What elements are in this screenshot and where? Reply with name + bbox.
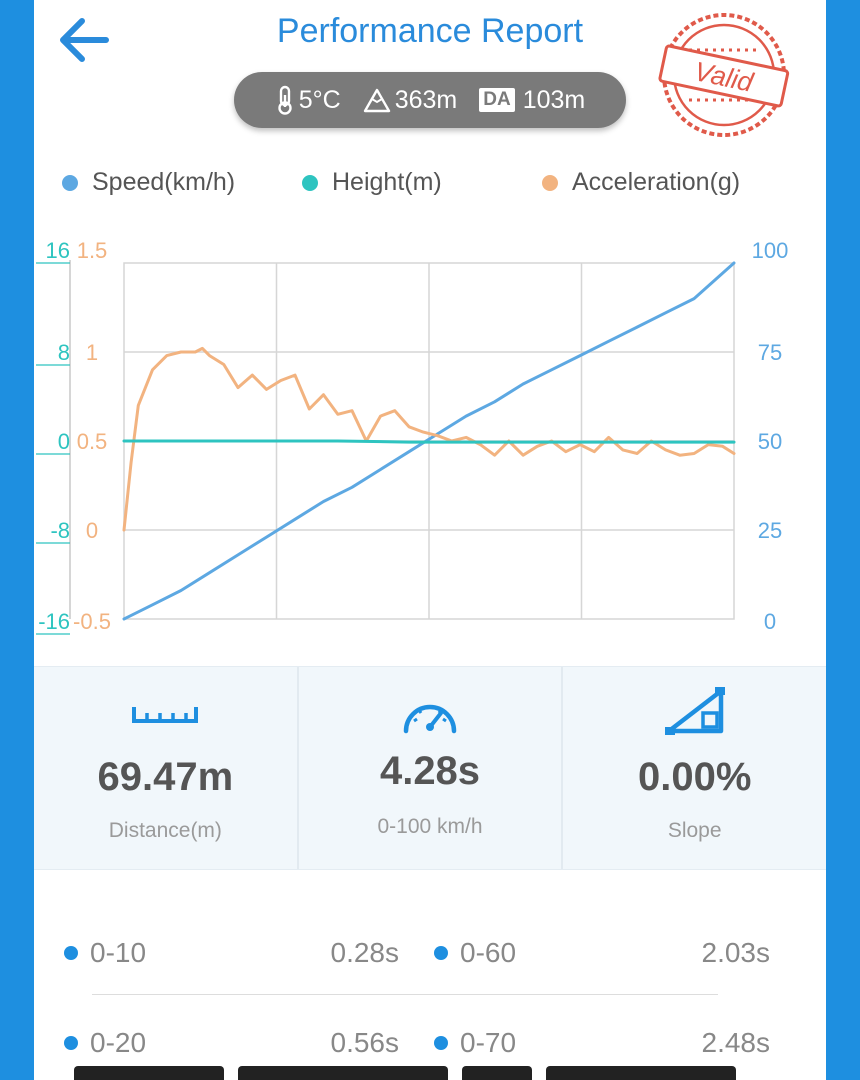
stat-distance-value: 69.47m [97, 755, 234, 799]
speed-tick-label: 75 [758, 340, 782, 365]
cropped-text-fragment [238, 1066, 448, 1080]
split-row: 0-10 0.28s 0-60 2.03s [34, 928, 826, 978]
acceleration-tick-label: 0.5 [77, 429, 108, 454]
split-left: 0-20 [64, 1018, 146, 1068]
legend-label-acceleration: Acceleration(g) [572, 168, 741, 196]
legend-swatch-acceleration [542, 174, 558, 191]
speed-tick-label: 25 [758, 518, 782, 543]
legend-item-speed[interactable]: Speed(km/h) [62, 168, 235, 197]
split-dot [434, 946, 448, 960]
conditions-pill: 5°C 363m DA 103m [234, 72, 626, 128]
legend-item-height[interactable]: Height(m) [302, 168, 442, 197]
stat-slope-label: Slope [667, 819, 722, 842]
cropped-text-fragment [74, 1066, 224, 1080]
height-tick-label: -8 [50, 518, 70, 543]
density-altitude-value: 103m [522, 85, 586, 114]
legend-label-speed: Speed(km/h) [92, 168, 236, 196]
stat-time-value: 4.28s [379, 749, 481, 793]
temperature-value: 5°C [298, 85, 341, 114]
split-dot [434, 1036, 448, 1050]
mountain-icon [363, 88, 390, 113]
split-label: 0-70 [460, 1027, 517, 1058]
chart-lines [122, 261, 736, 621]
acceleration-line [122, 346, 736, 532]
acceleration-tick-label: -0.5 [73, 609, 111, 634]
split-label: 0-60 [460, 937, 517, 968]
split-dot [64, 1036, 78, 1050]
chart-ticks: 16 8 0 -8 -16 1.5 1 0.5 0 -0.5 100 75 50 25 0 [36, 238, 789, 635]
stat-distance: 69.47m Distance(m) [34, 667, 297, 869]
altitude-value: 363m [394, 85, 458, 114]
split-time: 2.03s [701, 937, 771, 968]
speedometer-icon [403, 704, 457, 734]
temperature-readout: 5°C [275, 85, 341, 115]
stat-slope-value: 0.00% [637, 755, 752, 799]
legend-swatch-speed [62, 174, 78, 191]
split-right: 0-70 [434, 1018, 516, 1068]
acceleration-tick-label: 1 [86, 340, 98, 365]
legend-swatch-height [302, 174, 318, 191]
page-title: Performance Report [276, 12, 584, 50]
slope-icon [664, 687, 725, 735]
cropped-text-row [74, 1066, 794, 1080]
cropped-text-fragment [462, 1066, 532, 1080]
ruler-icon [132, 707, 199, 723]
valid-stamp: Valid [654, 10, 794, 140]
back-button[interactable] [52, 8, 116, 72]
height-tick-label: 0 [58, 429, 70, 454]
split-label: 0-10 [90, 937, 147, 968]
cropped-text-fragment [546, 1066, 736, 1080]
speed-tick-label: 50 [758, 429, 782, 454]
legend-label-height: Height(m) [332, 168, 442, 196]
arrow-left-icon [60, 18, 109, 62]
stat-time: 4.28s 0-100 km/h [296, 667, 562, 869]
speed-tick-label: 0 [764, 609, 776, 634]
altitude-readout: 363m [363, 85, 458, 115]
thermometer-icon [278, 85, 292, 115]
acceleration-tick-label: 1.5 [77, 238, 108, 263]
speed-tick-label: 100 [752, 238, 789, 263]
split-right: 0-60 [434, 928, 516, 978]
stat-slope: 0.00% Slope [561, 667, 826, 869]
split-divider [92, 994, 718, 995]
split-time: 0.28s [330, 937, 400, 968]
split-row: 0-20 0.56s 0-70 2.48s [34, 1018, 826, 1068]
height-tick-label: -16 [38, 609, 70, 634]
density-altitude-readout: DA 103m [479, 86, 585, 115]
stat-distance-label: Distance(m) [108, 819, 222, 842]
chart-legend: Speed(km/h) Height(m) Acceleration(g) [34, 168, 826, 208]
split-label: 0-20 [90, 1027, 147, 1058]
height-tick-label: 16 [46, 238, 70, 263]
split-time: 2.48s [701, 1027, 771, 1058]
density-altitude-badge: DA [479, 88, 515, 112]
app-screen: Performance Report 5°C 363m DA 103m [34, 0, 826, 1080]
split-time: 0.56s [330, 1027, 400, 1058]
performance-chart: 16 8 0 -8 -16 1.5 1 0.5 0 -0.5 100 75 50 25 0 [36, 238, 789, 635]
split-dot [64, 946, 78, 960]
height-tick-label: 8 [58, 340, 70, 365]
acceleration-tick-label: 0 [86, 518, 98, 543]
legend-item-acceleration[interactable]: Acceleration(g) [542, 168, 740, 197]
split-times: 0-10 0.28s 0-60 2.03s 0-20 0.56s 0-70 2.… [34, 880, 826, 1080]
stats-panel: 69.47m Distance(m) 4.28s 0-100 km/h 0.00… [34, 666, 826, 870]
height-line [122, 439, 736, 444]
split-left: 0-10 [64, 928, 146, 978]
stat-time-label: 0-100 km/h [377, 815, 483, 838]
